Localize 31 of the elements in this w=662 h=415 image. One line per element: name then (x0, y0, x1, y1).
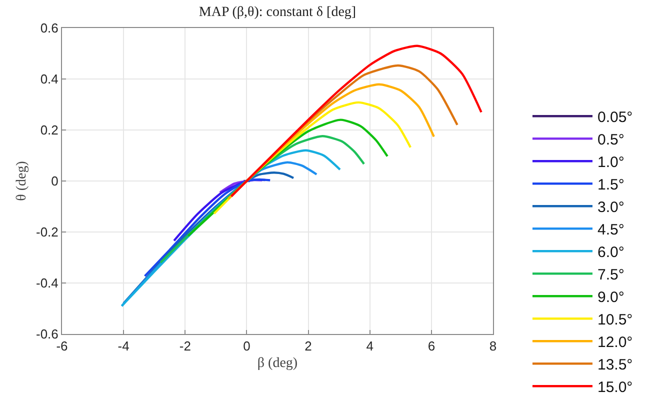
x-tick-label: -6 (56, 338, 68, 354)
chart-title: MAP (β,θ): constant δ [deg] (198, 5, 356, 20)
x-tick-label: -2 (179, 338, 191, 354)
legend-label: 10.5° (597, 311, 633, 328)
x-tick-label: 2 (304, 338, 312, 354)
y-tick-label: -0.2 (36, 224, 58, 240)
y-tick-label: -0.4 (36, 276, 58, 291)
y-tick-label: 0.2 (40, 122, 58, 138)
y-tick-label: 0.4 (40, 72, 58, 87)
x-axis-title: β (deg) (257, 356, 298, 371)
legend-label: 1.5° (597, 176, 624, 194)
y-tick-label: -0.6 (36, 326, 58, 342)
legend-label: 0.05° (597, 108, 633, 126)
x-tick-label: 8 (489, 338, 497, 354)
x-tick-label: -4 (118, 338, 130, 354)
legend-label: 0.5° (597, 131, 624, 148)
legend-label: 7.5° (597, 266, 624, 284)
x-tick-label: 6 (428, 338, 436, 354)
legend-label: 4.5° (597, 221, 624, 238)
x-tick-label: 0 (243, 338, 250, 354)
y-axis-title: θ (deg) (14, 160, 30, 201)
y-tick-label: 0.6 (40, 20, 58, 36)
x-tick-label: 4 (366, 338, 374, 354)
legend-label: 1.0° (597, 154, 624, 171)
legend-label: 9.0° (597, 288, 624, 306)
y-tick-label: 0 (51, 174, 58, 189)
legend-label: 6.0° (597, 244, 624, 261)
legend-label: 15.0° (597, 378, 633, 396)
legend-label: 13.5° (597, 356, 633, 374)
legend-label: 12.0° (597, 334, 633, 351)
legend-label: 3.0° (597, 198, 624, 216)
